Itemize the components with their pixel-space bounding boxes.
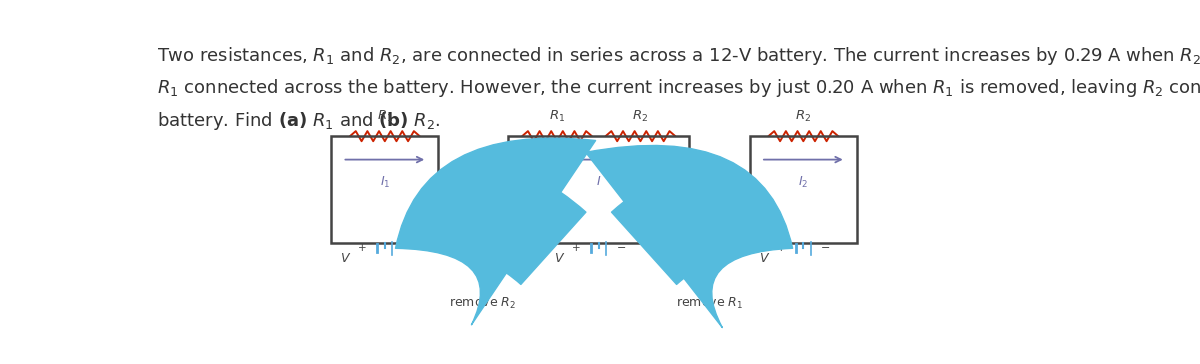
Text: +: + [776,243,785,253]
Text: $V$: $V$ [554,252,565,265]
Text: battery. Find $\mathbf{(a)}$ $R_1$ and $\mathbf{(b)}$ $R_2$.: battery. Find $\mathbf{(a)}$ $R_1$ and $… [157,110,440,131]
Bar [508,136,690,243]
Text: remove $R_1$: remove $R_1$ [677,296,744,311]
Text: $V$: $V$ [758,252,770,265]
Text: Two resistances, $R_1$ and $R_2$, are connected in series across a 12-V battery.: Two resistances, $R_1$ and $R_2$, are co… [157,45,1200,67]
Text: $I$: $I$ [596,175,601,188]
Text: remove $R_2$: remove $R_2$ [450,296,516,311]
Text: $R_1$: $R_1$ [548,109,565,124]
Text: $R_2$: $R_2$ [632,109,648,124]
Bar [750,136,857,243]
Text: $V$: $V$ [340,252,352,265]
Text: +: + [572,243,581,253]
Text: $R_2$: $R_2$ [796,109,811,124]
Bar [331,136,438,243]
Text: $I_1$: $I_1$ [379,175,390,190]
Text: −: − [402,243,412,253]
Text: −: − [617,243,625,253]
Text: −: − [821,243,830,253]
Text: $R_1$: $R_1$ [377,109,392,124]
Text: $I_2$: $I_2$ [798,175,809,190]
Text: $R_1$ connected across the battery. However, the current increases by just 0.20 : $R_1$ connected across the battery. Howe… [157,77,1200,99]
Text: +: + [358,243,367,253]
